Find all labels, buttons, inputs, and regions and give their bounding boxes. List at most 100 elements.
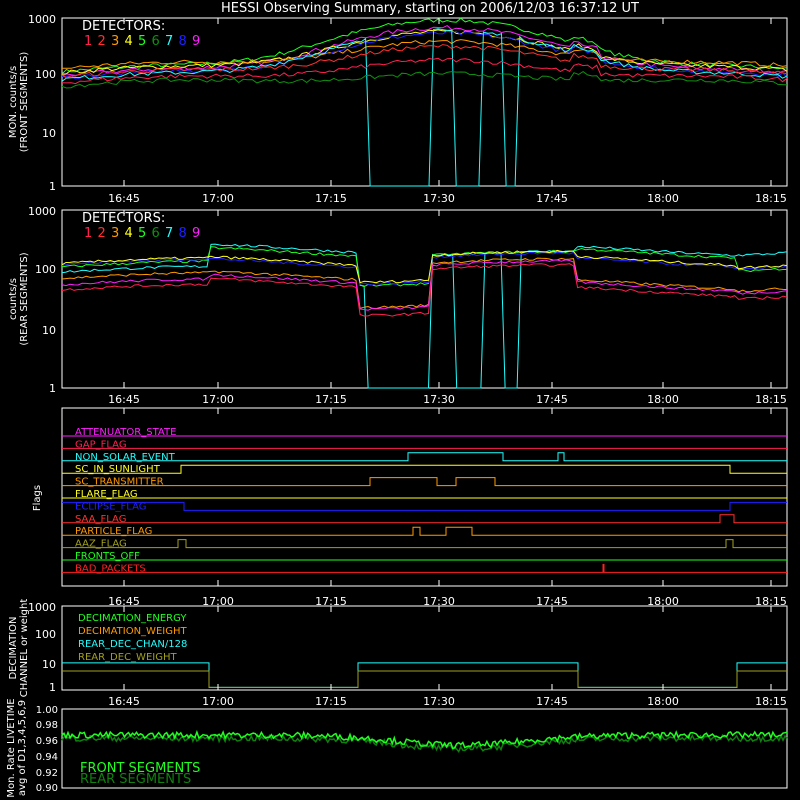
flag-line	[62, 539, 787, 549]
x-tick-label: 18:15	[755, 695, 787, 708]
rear-dec-chan-line	[62, 662, 787, 688]
decimation-xticks: 16:45 17:00 17:15 17:30 17:45 18:00 18:15	[108, 606, 787, 708]
front-ylabel-2: (FRONT SEGMENTS)	[19, 52, 30, 153]
flag-line	[62, 452, 787, 462]
x-tick-label: 18:15	[755, 595, 787, 608]
legend-detector-9: 9	[192, 226, 200, 241]
flags-group: ATTENUATOR_STATEGAP_FLAGNON_SOLAR_EVENTS…	[62, 427, 787, 574]
front-series-group	[61, 17, 788, 187]
rear-series-line	[61, 249, 788, 284]
front-ytick-10: 10	[42, 127, 56, 140]
x-tick-label: 16:45	[108, 695, 140, 708]
panel-livetime-frame	[61, 708, 788, 789]
x-tick-label: 16:45	[108, 393, 140, 406]
decimation-series-group	[62, 662, 787, 688]
front-ytick-100: 100	[35, 68, 56, 81]
decimation-legend-item: DECIMATION_ENERGY	[78, 613, 187, 624]
flags-xticks: 16:45 17:00 17:15 17:30 17:45 18:00 18:15	[108, 408, 787, 608]
decimation-ylabel-1: DECIMATION	[8, 616, 19, 679]
rear-legend-title: DETECTORS:	[82, 211, 165, 226]
decimation-legend-item: DECIMATION_WEIGHT	[78, 626, 187, 637]
decimation-legend-item: REAR_DEC_WEIGHT	[78, 652, 177, 663]
decimation-legend: DECIMATION_ENERGY DECIMATION_WEIGHT REAR_D…	[78, 613, 187, 663]
x-tick-label: 17:15	[315, 393, 347, 406]
legend-detector-1: 1	[84, 226, 92, 241]
rear-series-line	[61, 263, 788, 317]
flag-label: GAP_FLAG	[75, 439, 127, 450]
livetime-ytick-100: 1.00	[36, 705, 58, 716]
legend-detector-5: 5	[138, 34, 146, 49]
x-tick-label: 17:00	[202, 393, 234, 406]
front-ytick-1: 1	[49, 180, 56, 193]
rear-series-line	[61, 246, 787, 288]
flag-label: FLARE_FLAG	[75, 489, 138, 500]
x-tick-label: 17:30	[423, 192, 455, 205]
legend-detector-6: 6	[152, 226, 160, 241]
x-tick-label: 17:45	[536, 695, 568, 708]
x-tick-label: 17:15	[315, 192, 347, 205]
flag-label: ATTENUATOR_STATE	[75, 427, 176, 438]
flag-label: NON_SOLAR_EVENT	[75, 452, 176, 463]
flag-line	[62, 563, 787, 573]
panel-front: MON. counts/s (FRONT SEGMENTS) 1 10 100 …	[8, 13, 788, 205]
legend-detector-2: 2	[98, 34, 106, 49]
rear-series-line	[61, 259, 788, 311]
x-tick-label: 17:30	[423, 595, 455, 608]
x-tick-label: 18:00	[647, 393, 679, 406]
x-tick-label: 17:45	[536, 192, 568, 205]
decimation-ylabel-2: CHANNEL or weight	[19, 599, 30, 698]
x-tick-label: 18:15	[755, 192, 787, 205]
livetime-ytick-092: 0.92	[36, 768, 58, 779]
decimation-ytick-100: 100	[35, 628, 56, 641]
flag-label: SC_TRANSMITTER	[75, 477, 164, 488]
flag-label: SC_IN_SUNLIGHT	[75, 464, 161, 475]
rear-series-line	[61, 251, 788, 286]
livetime-ytick-096: 0.96	[36, 736, 58, 747]
legend-detector-8: 8	[179, 226, 187, 241]
flag-label: FRONTS_OFF	[75, 551, 140, 562]
legend-detector-1: 1	[84, 34, 92, 49]
front-series-line	[61, 70, 788, 89]
legend-detector-7: 7	[165, 226, 173, 241]
flags-ylabel: Flags	[32, 485, 43, 511]
x-tick-label: 16:45	[108, 192, 140, 205]
flag-line	[62, 501, 787, 511]
livetime-legend-front: FRONT SEGMENTS	[80, 761, 200, 776]
panel-flags-frame	[61, 407, 788, 587]
panel-livetime: Mon. Rate LIVETIME avg of D1,3,4,5,6,9 0…	[6, 698, 788, 798]
x-tick-label: 18:00	[647, 595, 679, 608]
front-series-line	[61, 57, 788, 85]
front-series-line	[62, 39, 788, 69]
livetime-ylabel-1: Mon. Rate LIVETIME	[6, 698, 17, 797]
front-series-line	[61, 44, 788, 79]
livetime-ytick-090: 0.90	[36, 783, 58, 794]
flag-line	[62, 514, 787, 524]
x-tick-label: 17:30	[423, 695, 455, 708]
rear-ytick-100: 100	[35, 263, 56, 276]
flag-line	[62, 526, 787, 536]
rear-ylabel-2: (REAR SEGMENTS)	[19, 252, 30, 345]
decimation-ytick-1000: 1000	[28, 601, 56, 614]
livetime-ylabel-2: avg of D1,3,4,5,6,9	[17, 700, 28, 796]
chart-title: HESSI Observing Summary, starting on 200…	[221, 1, 639, 16]
rear-ytick-10: 10	[42, 324, 56, 337]
front-ytick-1000: 1000	[28, 13, 56, 26]
panel-decimation: DECIMATION CHANNEL or weight 1 10 100 10…	[8, 599, 788, 708]
rear-dec-weight-line	[62, 670, 787, 688]
rear-series-line	[61, 257, 788, 310]
rear-ytick-1000: 1000	[28, 205, 56, 218]
legend-detector-8: 8	[179, 34, 187, 49]
x-tick-label: 17:00	[202, 695, 234, 708]
legend-detector-9: 9	[192, 34, 200, 49]
x-tick-label: 17:45	[536, 393, 568, 406]
flag-label: ECLIPSE_FLAG	[75, 501, 146, 512]
x-tick-label: 17:15	[315, 695, 347, 708]
livetime-ytick-094: 0.94	[36, 752, 58, 763]
legend-detector-3: 3	[111, 34, 119, 49]
x-tick-label: 16:45	[108, 595, 140, 608]
x-tick-label: 17:45	[536, 595, 568, 608]
flag-line	[62, 464, 787, 474]
x-tick-label: 18:00	[647, 695, 679, 708]
